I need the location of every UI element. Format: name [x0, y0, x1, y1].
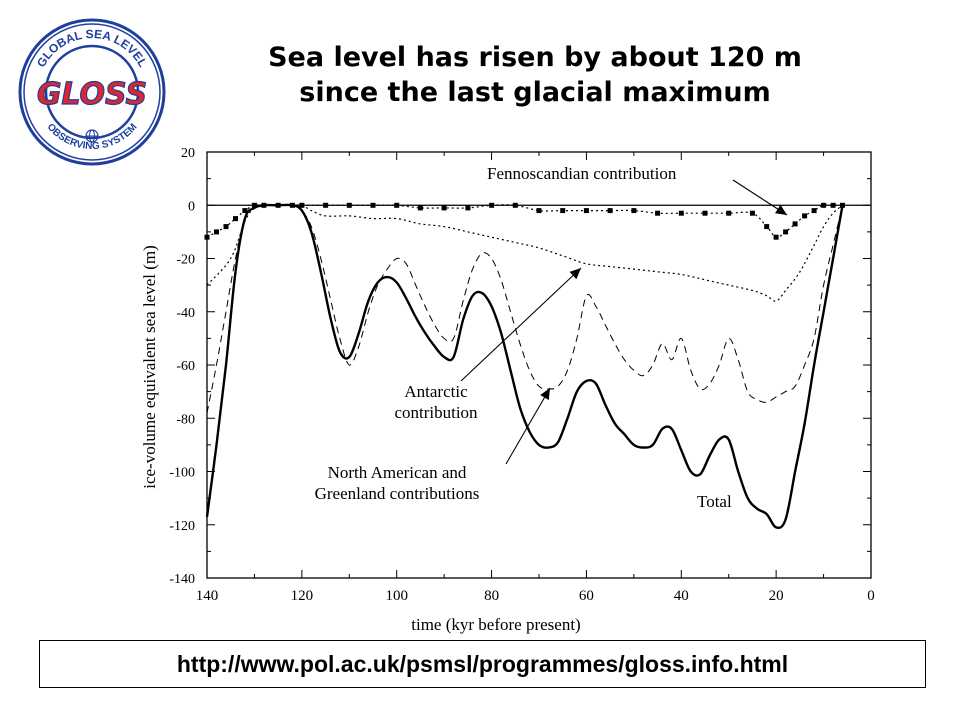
- sea-level-chart: 140 120 100 80 60 40 20 0 20 0 -20 -40 -60 -80 -100 -12…: [140, 146, 875, 634]
- series-point-fennoscandian-contribution: [773, 234, 779, 240]
- logo-globe-icon: [85, 129, 99, 143]
- series-point-fennoscandian-contribution: [830, 202, 836, 208]
- source-url[interactable]: http://www.pol.ac.uk/psmsl/programmes/gl…: [176, 650, 789, 677]
- series-point-fennoscandian-contribution: [560, 208, 566, 214]
- arrow-north-american-line: [505, 387, 551, 465]
- arrow-fennoscandian-head: [775, 204, 787, 215]
- arrow-antarctic-line: [460, 267, 582, 382]
- series-point-fennoscandian-contribution: [678, 210, 684, 216]
- series-line-antarctic-contribution: [206, 204, 843, 302]
- series-point-fennoscandian-contribution: [764, 224, 770, 230]
- series-point-fennoscandian-contribution: [489, 202, 495, 208]
- x-tick-label: 100: [385, 588, 408, 604]
- y-axis-label: ice-volume equivalent sea level (m): [140, 245, 159, 489]
- y-tick-label: 0: [188, 199, 195, 214]
- series-point-fennoscandian-contribution: [417, 205, 423, 211]
- y-tick-label: -120: [169, 519, 195, 534]
- series-point-fennoscandian-contribution: [802, 213, 808, 219]
- y-tick-label: -60: [176, 359, 195, 374]
- series-point-fennoscandian-contribution: [251, 202, 257, 208]
- plot-frame: [206, 151, 872, 579]
- series-point-fennoscandian-contribution: [821, 202, 827, 208]
- series-point-fennoscandian-contribution: [223, 224, 229, 230]
- series-point-fennoscandian-contribution: [394, 202, 400, 208]
- series-point-fennoscandian-contribution: [749, 210, 755, 216]
- x-tick-label: 80: [484, 588, 499, 604]
- series-line-total: [205, 203, 844, 530]
- y-tick-label: -40: [176, 306, 195, 321]
- x-tick-label: 120: [291, 588, 314, 604]
- annotations: Fennoscandian contribution Antarctic contr…: [315, 164, 788, 511]
- annotation-north-american-line1: North American and: [328, 463, 467, 482]
- title-line-1: Sea level has risen by about 120 m: [268, 42, 802, 73]
- url-box: http://www.pol.ac.uk/psmsl/programmes/gl…: [39, 640, 926, 688]
- series-point-fennoscandian-contribution: [783, 229, 789, 235]
- slide-title: Sea level has risen by about 120 m since…: [180, 40, 890, 110]
- series-point-fennoscandian-contribution: [726, 210, 732, 216]
- y-tick-label: -80: [176, 412, 195, 427]
- arrow-north-american-head: [540, 388, 550, 400]
- arrow-antarctic-head: [569, 268, 581, 280]
- annotation-antarctic-line1: Antarctic: [404, 382, 468, 401]
- series-point-fennoscandian-contribution: [465, 205, 471, 211]
- plot-border: [206, 151, 872, 579]
- x-tick-label: 140: [196, 588, 219, 604]
- series-point-fennoscandian-contribution: [536, 208, 542, 214]
- x-tick-label: 0: [867, 588, 875, 604]
- gloss-logo: GLOBAL SEA LEVEL OBSERVING SYSTEM GLOSS: [18, 18, 166, 166]
- series-point-fennoscandian-contribution: [655, 210, 661, 216]
- y-tick-label: -140: [169, 572, 195, 587]
- series-point-fennoscandian-contribution: [512, 202, 518, 208]
- x-tick-label: 20: [769, 588, 784, 604]
- series-group: [204, 202, 845, 530]
- x-tick-label: 40: [674, 588, 689, 604]
- annotation-north-american-line2: Greenland contributions: [315, 484, 480, 503]
- series-point-fennoscandian-contribution: [441, 205, 447, 211]
- series-point-fennoscandian-contribution: [233, 216, 238, 222]
- series-line-north-american-and-greenland-contributions: [206, 204, 843, 413]
- x-axis-label: time (kyr before present): [411, 615, 580, 634]
- y-tick-label: -20: [176, 253, 195, 268]
- series-point-fennoscandian-contribution: [702, 210, 708, 216]
- axis-ticks: 140 120 100 80 60 40 20 0 20 0 -20 -40 -60 -80 -100 -12…: [169, 146, 874, 604]
- annotation-fennoscandian: Fennoscandian contribution: [487, 164, 677, 183]
- series-point-fennoscandian-contribution: [607, 208, 613, 214]
- series-point-fennoscandian-contribution: [631, 208, 637, 214]
- annotation-antarctic-line2: contribution: [394, 403, 478, 422]
- series-point-fennoscandian-contribution: [242, 208, 248, 214]
- series-point-fennoscandian-contribution: [811, 208, 817, 214]
- series-point-fennoscandian-contribution: [346, 202, 352, 208]
- series-point-fennoscandian-contribution: [792, 221, 798, 227]
- series-point-fennoscandian-contribution: [204, 234, 210, 240]
- x-tick-label: 60: [579, 588, 594, 604]
- title-line-2: since the last glacial maximum: [299, 77, 771, 108]
- series-point-fennoscandian-contribution: [583, 208, 589, 214]
- y-tick-label: -100: [169, 466, 195, 481]
- series-point-fennoscandian-contribution: [323, 202, 329, 208]
- series-point-fennoscandian-contribution: [370, 202, 376, 208]
- annotation-total: Total: [697, 492, 732, 511]
- series-point-fennoscandian-contribution: [214, 229, 219, 235]
- logo-word: GLOSS: [37, 77, 147, 112]
- y-tick-label: 20: [181, 146, 195, 161]
